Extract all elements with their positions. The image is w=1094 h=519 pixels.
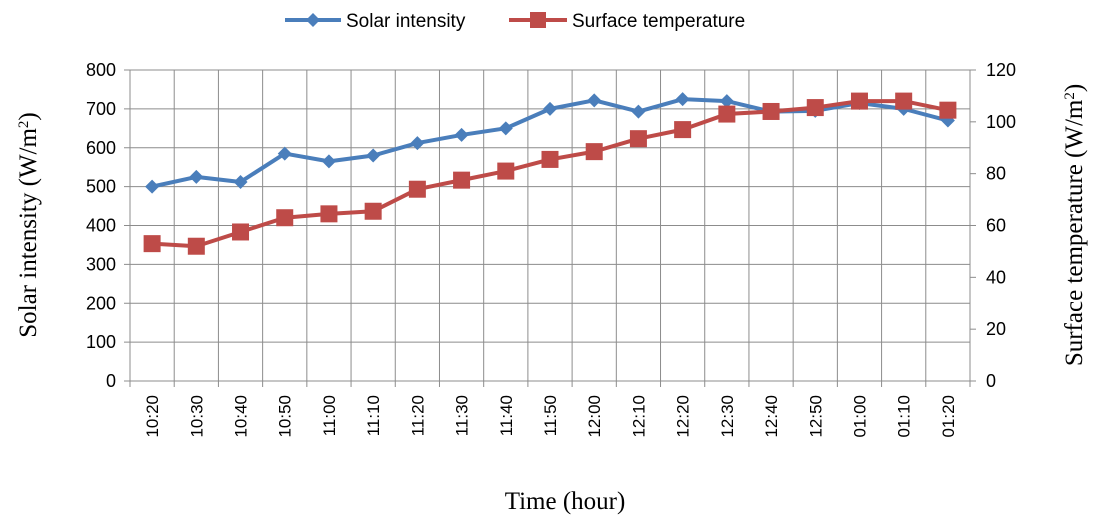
y-left-tick-label: 800 [86,60,116,80]
data-point [629,130,647,148]
series-surface-temperature [143,92,957,255]
x-tick-label: 12:40 [762,395,781,438]
x-tick-label: 11:50 [541,395,560,436]
y-axis-left-title-sup: 2 [16,121,32,129]
y-axis-right-title-text: Surface temperature (W/m [1061,99,1088,366]
data-point [895,92,913,110]
y-right-tick-label: 80 [986,164,1006,184]
data-point [410,136,425,151]
data-point [543,101,557,116]
data-point [277,146,292,161]
data-point [320,205,338,223]
y-right-tick-label: 0 [986,371,996,391]
x-tick-label: 10:30 [187,395,206,438]
y-left-tick-label: 500 [86,177,116,197]
y-right-tick-label: 120 [986,60,1016,80]
x-tick-label: 11:30 [453,395,472,436]
y-left-tick-label: 700 [86,99,116,119]
x-tick-label: 11:20 [408,395,427,436]
series-solar-intensity [145,92,955,194]
x-tick-label: 10:20 [143,395,162,438]
x-tick-label: 12:30 [718,395,737,438]
y-right-tick-label: 60 [986,216,1006,236]
data-point [233,174,248,189]
data-point [321,154,336,169]
y-axis-right-title: Surface temperature (W/m2) [1061,84,1088,366]
x-tick-label: 12:10 [629,395,648,438]
x-tick-label: 12:50 [806,395,825,438]
series-line [151,99,949,249]
x-tick-label: 01:20 [939,395,958,438]
data-point [143,235,161,253]
y-axis-left-title-text: Solar intensity (W/m [15,128,42,338]
data-point [674,121,692,139]
legend-solar-label: Solar intensity [346,11,466,32]
y-left-tick-label: 600 [86,138,116,158]
data-point [631,104,646,119]
y-right-tick-label: 20 [986,319,1006,339]
data-point [366,148,381,163]
x-tick-label: 11:40 [497,395,516,436]
legend: Solar intensity Surface temperature [285,11,745,32]
data-point [541,150,559,168]
data-point [454,127,469,142]
data-point [497,162,515,180]
legend-temp-label: Surface temperature [572,11,745,32]
data-point [453,171,471,189]
data-point [276,209,294,227]
y-left-tick-label: 400 [86,216,116,236]
axes [124,69,976,387]
grid-lines [130,69,970,381]
y-axis-left-title-close: ) [15,112,42,120]
y-left-tick-label: 0 [106,371,116,391]
data-point [762,102,780,120]
x-tick-label: 10:50 [276,395,295,438]
data-point [408,180,426,198]
legend-temp-square-icon [530,12,546,28]
data-point [718,105,736,123]
data-point [850,92,868,110]
y-left-tick-label: 300 [86,254,116,274]
x-tick-label: 12:00 [585,395,604,438]
tick-labels: 0 100 200 300 400 500 600 700 800 0 20 40 60 80 100 120… [86,60,1016,438]
data-point [585,143,603,161]
x-tick-label: 11:10 [364,395,383,436]
x-tick-label: 01:10 [895,395,914,438]
data-point [719,94,734,109]
y-left-tick-label: 200 [86,293,116,313]
legend-solar-diamond-icon [306,13,320,27]
data-point [587,93,602,108]
data-point [232,223,250,241]
data-point [189,169,204,184]
x-tick-label: 11:00 [320,395,339,436]
x-tick-label: 01:00 [850,395,869,438]
data-point [939,101,957,119]
y-axis-right-title-sup: 2 [1062,92,1078,100]
data-point [806,99,824,117]
y-axis-left-title: Solar intensity (W/m2) [15,112,42,338]
x-tick-label: 12:20 [674,395,693,438]
data-point [364,202,382,220]
x-tick-label: 10:40 [232,395,251,438]
y-right-tick-label: 40 [986,267,1006,287]
y-right-tick-label: 100 [986,112,1016,132]
x-axis-title: Time (hour) [505,488,626,515]
series [143,92,957,255]
y-left-tick-label: 100 [86,332,116,352]
data-point [498,121,513,136]
data-point [675,92,690,107]
y-axis-right-title-close: ) [1061,84,1088,92]
data-point [145,179,160,194]
data-point [187,237,205,255]
